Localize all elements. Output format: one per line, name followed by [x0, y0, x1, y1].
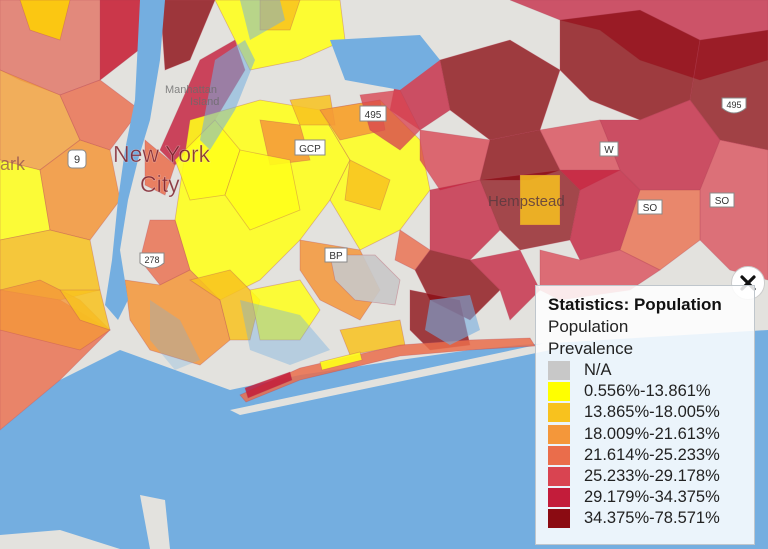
legend-swatch: [548, 445, 570, 465]
legend-item: 21.614%-25.233%: [548, 445, 754, 466]
legend-subtitle-1: Population: [548, 317, 629, 336]
shield-w: W: [599, 141, 619, 157]
shield-so2: SO: [709, 192, 735, 208]
legend-swatch: [548, 424, 570, 444]
legend-swatch: [548, 467, 570, 487]
legend-item-label: 21.614%-25.233%: [584, 445, 720, 464]
legend-item-label: 13.865%-18.005%: [584, 403, 720, 422]
svg-text:495: 495: [365, 110, 382, 121]
label-new-york: New York: [113, 141, 211, 167]
legend-item: 29.179%-34.375%: [548, 487, 754, 508]
svg-text:278: 278: [144, 255, 159, 265]
svg-text:SO: SO: [643, 203, 658, 214]
svg-text:495: 495: [726, 100, 741, 110]
legend-item: 18.009%-21.613%: [548, 424, 754, 445]
legend-item: N/A: [548, 360, 754, 381]
legend-panel: Statistics: Population Population Preval…: [535, 285, 755, 545]
label-island: Island: [190, 96, 219, 108]
svg-text:GCP: GCP: [299, 144, 321, 155]
water-channels: [105, 0, 480, 370]
legend-subtitle-2: Prevalence: [548, 339, 634, 358]
svg-text:9: 9: [74, 154, 80, 166]
label-manhattan: Manhattan: [165, 84, 217, 96]
shield-i278: 278: [139, 252, 165, 269]
label-city: City: [140, 171, 180, 197]
legend-item-label: 34.375%-78.571%: [584, 509, 720, 528]
label-ark: ark: [0, 154, 26, 174]
legend-title: Statistics: Population: [548, 295, 722, 314]
shield-bp: BP: [324, 247, 348, 263]
legend-item-label: 0.556%-13.861%: [584, 382, 711, 401]
svg-text:BP: BP: [329, 251, 343, 262]
shield-gcp: GCP: [294, 139, 326, 156]
choropleth-regions: [0, 0, 768, 431]
legend-items: N/A 0.556%-13.861% 13.865%-18.005% 18.00…: [548, 360, 754, 530]
legend-item: 0.556%-13.861%: [548, 381, 754, 402]
road-shields: 9 278 GCP 495 W SO SO BP: [67, 97, 747, 269]
legend-item-label: 18.009%-21.613%: [584, 424, 720, 443]
shield-i9: 9: [67, 149, 87, 169]
shield-r495: 495: [359, 105, 387, 122]
legend-item-label: N/A: [584, 361, 612, 380]
legend-swatch: [548, 361, 570, 381]
legend-item-label: 29.179%-34.375%: [584, 488, 720, 507]
legend-swatch: [548, 382, 570, 402]
svg-text:W: W: [604, 145, 614, 156]
label-hempstead: Hempstead: [488, 193, 565, 210]
legend-item: 13.865%-18.005%: [548, 402, 754, 423]
legend-swatch: [548, 403, 570, 423]
legend-swatch: [548, 509, 570, 529]
legend-item: 25.233%-29.178%: [548, 466, 754, 487]
legend-item: 34.375%-78.571%: [548, 508, 754, 529]
legend-item-label: 25.233%-29.178%: [584, 467, 720, 486]
shield-so1: SO: [637, 199, 663, 215]
legend-swatch: [548, 488, 570, 508]
svg-text:SO: SO: [715, 196, 730, 207]
place-labels: New York City Manhattan Island Hempstead…: [0, 84, 565, 210]
shield-i495: 495: [721, 97, 747, 114]
